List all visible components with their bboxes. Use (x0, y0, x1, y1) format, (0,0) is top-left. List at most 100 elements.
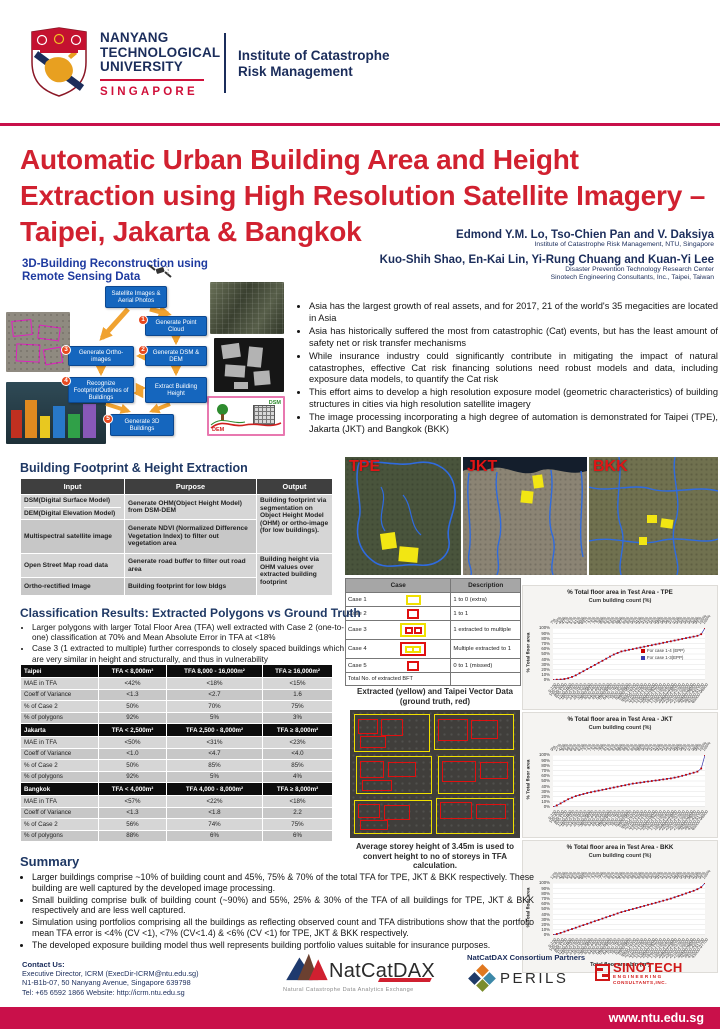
decorative-shape (662, 899, 665, 902)
table-cell: Open Street Map road data (20, 553, 125, 579)
list-item: Asia has the largest growth of real asse… (309, 301, 718, 324)
decorative-shape (210, 419, 246, 426)
author-affiliation: Institute of Catastrophe Risk Management… (534, 241, 714, 248)
table-cell: % of polygons (20, 829, 99, 842)
decorative-shape (639, 646, 642, 649)
decorative-shape: % of Case 2 50% 85% 85% (20, 759, 333, 772)
decorative-shape (582, 793, 585, 795)
contact-block: Contact Us: Executive Director, ICRM (Ex… (22, 960, 199, 997)
y-axis-tick: 40% (541, 656, 550, 662)
natcatdax-name: NatCatDAX (329, 960, 436, 982)
table-cell: % of Case 2 (20, 700, 99, 713)
table-header-cell: TFA ≥ 8,000m² (262, 723, 333, 737)
decorative-shape (658, 900, 661, 903)
building-outline (360, 820, 388, 830)
chart-title: % Total floor area in Test Area - JKT (567, 716, 673, 723)
decorative-shape (704, 755, 705, 756)
decorative-shape (463, 457, 587, 474)
contact-heading: Contact Us: (22, 960, 65, 969)
table-header-cell: Description (450, 578, 521, 593)
author-line: Edmond Y.M. Lo, Tso-Chien Pan and V. Dak… (456, 229, 714, 241)
decorative-shape (574, 674, 577, 677)
y-axis-tick: 20% (541, 667, 550, 672)
decorative-shape (559, 932, 562, 934)
decorative-shape (639, 537, 647, 545)
building-outline (381, 719, 403, 736)
table-header-cell: Taipei (20, 664, 99, 678)
decorative-shape: Case 3 1 extracted to multiple (344, 620, 521, 640)
terrain-curve (210, 419, 282, 429)
decorative-shape (11, 410, 22, 438)
chart-plot (553, 755, 705, 807)
legend-entry: For case 1-3(EPP) (641, 655, 685, 660)
table-cell: Case 3 (344, 620, 452, 640)
decorative-shape (99, 307, 130, 341)
y-axis-tick: 0% (543, 932, 550, 938)
table-cell: 75% (262, 700, 333, 713)
decorative-shape (567, 798, 570, 801)
decorative-shape (662, 778, 665, 781)
table-cell: 75% (262, 818, 333, 831)
table-cell: 70% (166, 700, 263, 713)
table-cell: 56% (98, 818, 167, 831)
decorative-shape (641, 648, 645, 653)
decorative-shape (574, 926, 577, 929)
decorative-shape (696, 770, 699, 773)
table-cell: 4% (262, 770, 333, 783)
chart-plot (553, 628, 705, 680)
decorative-shape (624, 910, 627, 912)
decorative-shape: Case 1 (348, 594, 448, 605)
results-table-jakarta: Jakarta TFA < 2,500m² TFA 2,500 - 8,000m² T… (20, 723, 333, 783)
decorative-shape (673, 776, 676, 779)
decorative-shape (520, 490, 534, 504)
diagram-heading-line: Remote Sensing Data (22, 271, 141, 283)
decorative-shape (553, 934, 554, 935)
results-table-bangkok: Bangkok TFA < 4,000m² TFA 4,000 - 8,000m² T… (20, 782, 333, 842)
decorative-shape (677, 895, 680, 897)
table-cell: <23% (262, 736, 333, 749)
contact-line: Executive Director, ICRM (ExecDir-ICRM@n… (22, 969, 199, 978)
table-cell: Generate OHM(Object Height Model) from D… (124, 493, 257, 521)
table-cell: Generate NDVI (Normalized Difference Veg… (124, 519, 257, 555)
classification-bullets: Larger polygons with larger Total Floor … (22, 623, 344, 666)
chart-legend: For case 1-4 (EPP) For case 1-3(EPP) (641, 648, 685, 662)
decorative-shape: MAE in TFA <50% <31% <23% (20, 736, 333, 749)
extracted-vs-groundtruth-image (350, 710, 520, 838)
chart-title: % Total floor area in Test Area - BKK (566, 844, 674, 851)
decorative-shape: Asia has the largest growth of real asse… (298, 301, 718, 436)
chart-title: % Total floor area in Test Area - TPE (567, 589, 673, 596)
building-outline (438, 756, 514, 794)
decorative-shape (378, 608, 448, 619)
decorative-shape (605, 657, 608, 660)
y-axis-tick: 60% (541, 901, 550, 907)
decorative-shape (467, 469, 584, 575)
decorative-shape: % of polygons 92% 5% 4% (20, 770, 333, 783)
author-affiliation: Disaster Prevention Technology Research … (565, 266, 714, 273)
decorative-shape (578, 794, 581, 796)
decorative-shape (95, 334, 182, 414)
decorative-shape (44, 57, 73, 83)
table-cell: <1.3 (98, 688, 167, 701)
decorative-shape (149, 305, 172, 318)
decorative-shape (662, 641, 665, 644)
decorative-shape: For case 1-4 (EPP) (647, 648, 685, 653)
table-cell: DSM(Digital Surface Model) DEM(Digital El… (20, 493, 125, 521)
decorative-shape: Input Purpose Output (20, 478, 333, 495)
table-header-cell: TFA < 2,500m² (98, 723, 167, 737)
decorative-shape: JKT (467, 458, 498, 475)
table-header-cell: Case (344, 578, 452, 593)
chart-top-axis-title: Cum building count (%) (588, 725, 652, 731)
y-axis-tick: 100% (539, 752, 550, 758)
decorative-shape (589, 457, 718, 575)
table-header-cell: TFA 8,000 - 16,000m² (166, 664, 263, 678)
building-icon (253, 405, 275, 425)
building-outline (384, 805, 410, 820)
decorative-shape (669, 777, 672, 780)
satellite-map-jkt: JKT (463, 457, 587, 575)
institute-line: Institute of Catastrophe (238, 48, 390, 63)
decorative-shape (597, 661, 600, 664)
decorative-shape (658, 779, 661, 781)
y-axis-tick: 70% (541, 768, 550, 773)
table-cell: Case 5 (344, 658, 452, 673)
table-cell: 92% (98, 711, 167, 724)
